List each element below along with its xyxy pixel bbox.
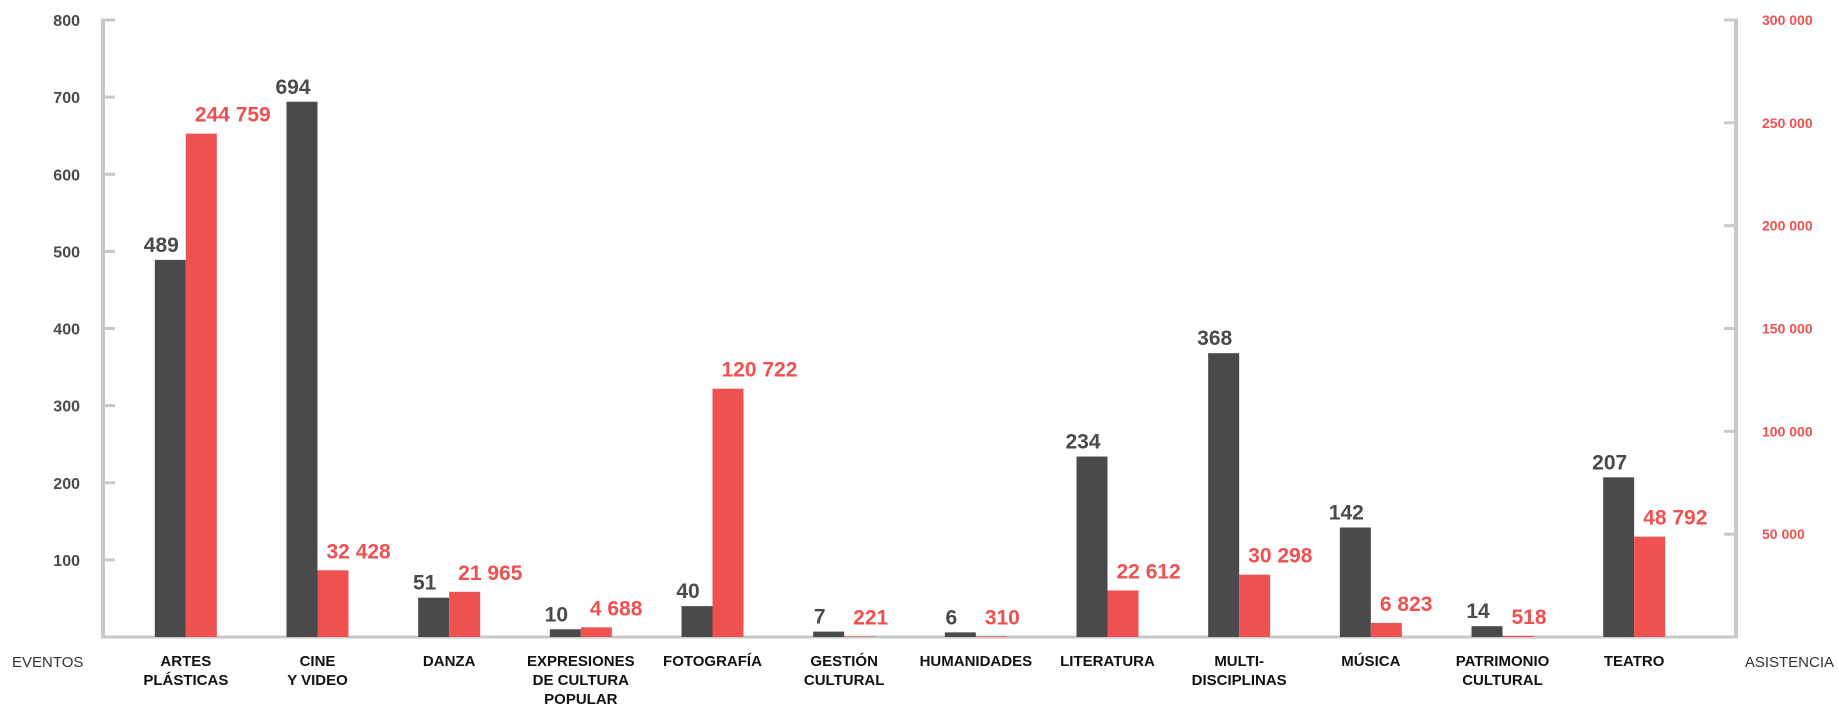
category-label: MÚSICA: [1341, 652, 1400, 670]
bar-asistencia: [1107, 590, 1139, 637]
bar-eventos: [418, 597, 450, 637]
bar-eventos-label: 368: [1197, 327, 1232, 350]
bar-eventos: [549, 629, 581, 637]
bar-asistencia: [1370, 622, 1402, 637]
bar-asistencia: [1634, 536, 1666, 637]
bar-eventos: [813, 631, 845, 637]
category-label: DANZA: [423, 653, 476, 670]
bar-asistencia: [975, 636, 1007, 637]
bar-asistencia-label: 221: [853, 607, 888, 630]
bar-eventos: [1603, 477, 1635, 637]
bar-asistencia: [712, 388, 744, 637]
left-tick-label: 600: [53, 167, 80, 184]
right-tick-label: 250 000: [1762, 115, 1813, 131]
bar-eventos-label: 7: [814, 606, 826, 629]
bar-asistencia-label: 120 722: [722, 359, 798, 382]
bar-eventos-label: 40: [676, 580, 699, 603]
bar-eventos: [944, 632, 976, 637]
bar-eventos-label: 142: [1329, 501, 1364, 524]
category-labels-group: ARTES PLÁSTICAS CINE Y VIDEO DANZA EXPRESIONE…: [143, 652, 1664, 708]
category-label: EXPRESIONES DE CULTURA POPULAR: [527, 653, 635, 708]
bar-asistencia: [580, 627, 612, 637]
bar-asistencia-label: 310: [985, 606, 1020, 629]
bar-eventos-label: 489: [144, 234, 179, 257]
bar-asistencia-label: 6 823: [1380, 593, 1433, 616]
right-tick-label: 200 000: [1762, 218, 1813, 234]
category-label: FOTOGRAFÍA: [663, 653, 762, 670]
bar-eventos-label: 6: [945, 606, 957, 629]
category-label: LITERATURA: [1060, 653, 1155, 670]
left-tick-label: 100: [53, 553, 80, 570]
left-tick-label: 800: [53, 13, 80, 30]
left-tick-label: 400: [53, 322, 80, 339]
bar-asistencia: [317, 570, 349, 637]
left-tick-label: 300: [53, 399, 80, 416]
bar-eventos-label: 14: [1466, 600, 1490, 623]
bar-eventos-label: 207: [1592, 451, 1627, 474]
category-label: GESTIÓN CULTURAL: [804, 652, 885, 689]
bar-asistencia-label: 4 688: [590, 597, 643, 620]
right-axis-name: ASISTENCIA: [1745, 654, 1834, 671]
bar-asistencia-label: 518: [1512, 606, 1547, 629]
left-tick-label: 500: [53, 244, 80, 261]
bar-asistencia-label: 30 298: [1248, 545, 1313, 568]
bar-eventos-label: 10: [545, 603, 568, 626]
left-axis-ticks: 100 200 300 400 500 600 700 800: [53, 13, 115, 570]
category-label: PATRIMONIO CULTURAL: [1456, 653, 1550, 689]
bars-group: [154, 101, 1666, 638]
right-axis-ticks: 50 000 100 000 150 000 200 000 250 000 300 00…: [1724, 12, 1813, 542]
left-axis-name: EVENTOS: [12, 654, 83, 671]
bar-asistencia-label: 21 965: [458, 562, 523, 585]
category-label: HUMANIDADES: [920, 653, 1033, 670]
left-tick-label: 200: [53, 476, 80, 493]
bar-asistencia-label: 244 759: [195, 104, 271, 127]
bar-asistencia: [185, 133, 217, 638]
bar-eventos-label: 694: [275, 76, 310, 99]
bar-eventos: [1076, 456, 1108, 637]
bar-eventos: [1208, 353, 1240, 637]
right-tick-label: 150 000: [1762, 321, 1813, 337]
bar-eventos: [681, 606, 713, 637]
category-label: CINE Y VIDEO: [287, 653, 348, 689]
right-tick-label: 50 000: [1762, 526, 1805, 542]
bar-asistencia: [1239, 574, 1271, 637]
right-tick-label: 300 000: [1762, 12, 1813, 28]
bar-eventos: [1471, 626, 1503, 637]
category-label: MULTI-DISCIPLINAS: [1192, 653, 1287, 689]
bar-asistencia: [1502, 635, 1534, 637]
bar-eventos-label: 234: [1065, 431, 1100, 454]
right-tick-label: 100 000: [1762, 423, 1813, 439]
bar-eventos: [286, 101, 318, 637]
bar-asistencia-label: 32 428: [327, 540, 392, 563]
bar-asistencia-label: 48 792: [1643, 507, 1707, 530]
bar-asistencia-label: 22 612: [1117, 560, 1181, 583]
bar-eventos-label: 51: [413, 572, 437, 595]
category-label: ARTES PLÁSTICAS: [143, 653, 228, 689]
left-tick-label: 700: [53, 90, 80, 107]
bar-eventos: [154, 259, 186, 637]
bar-asistencia: [449, 591, 481, 637]
bar-eventos: [1339, 527, 1371, 637]
category-label: TEATRO: [1604, 653, 1665, 670]
